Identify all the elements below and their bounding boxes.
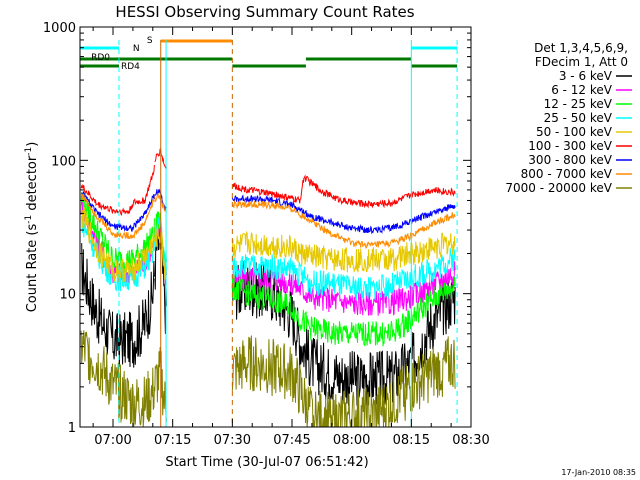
legend-label: 6 - 12 keV bbox=[551, 83, 613, 97]
rd4-flag-label: RD4 bbox=[121, 62, 140, 72]
y-tick-label: 10 bbox=[59, 288, 76, 303]
legend-label: 100 - 300 keV bbox=[528, 139, 612, 153]
y-axis: 1 10 100 1000 bbox=[43, 21, 471, 436]
legend-label: 12 - 25 keV bbox=[544, 97, 613, 111]
markers-layer bbox=[79, 40, 458, 427]
x-axis-title: Start Time (30-Jul-07 06:51:42) bbox=[165, 455, 368, 470]
legend-header: Det 1,3,4,5,6,9, bbox=[534, 41, 628, 55]
saa-flag-label: S bbox=[147, 36, 153, 46]
x-tick-label: 08:00 bbox=[333, 433, 370, 448]
legend-label: 25 - 50 keV bbox=[544, 111, 613, 125]
series-line bbox=[80, 164, 155, 216]
y-tick-label: 1 bbox=[68, 421, 76, 436]
legend-label: 800 - 7000 keV bbox=[521, 167, 613, 181]
x-tick-label: 07:30 bbox=[214, 433, 251, 448]
plot-frame bbox=[79, 26, 472, 428]
x-tick-label: 08:15 bbox=[393, 433, 430, 448]
y-tick-label: 1000 bbox=[43, 21, 76, 36]
y-axis-title: Count Rate (s-1 detector-1) bbox=[24, 142, 40, 313]
series-line bbox=[231, 261, 456, 316]
y-axis-title-part: detector bbox=[25, 155, 40, 215]
x-tick-label: 07:45 bbox=[273, 433, 310, 448]
series-line bbox=[81, 190, 155, 232]
series-line bbox=[80, 193, 155, 240]
legend: Det 1,3,4,5,6,9, FDecim 1, Att 0 3 - 6 k… bbox=[505, 41, 632, 195]
x-axis: 07:00 07:15 07:30 07:45 08:00 08:15 08:30 bbox=[92, 27, 490, 448]
x-tick-label: 08:30 bbox=[452, 433, 489, 448]
legend-label: 7000 - 20000 keV bbox=[505, 181, 612, 195]
night-flag-label: N bbox=[133, 44, 140, 54]
series-layer bbox=[80, 148, 456, 428]
y-tick-label: 100 bbox=[51, 154, 76, 169]
legend-label: 300 - 800 keV bbox=[528, 153, 612, 167]
chart-title: HESSI Observing Summary Count Rates bbox=[115, 3, 414, 21]
y-axis-title-sup: -1 bbox=[24, 147, 34, 156]
rd0-flag-label: RD0 bbox=[91, 53, 110, 63]
legend-header: FDecim 1, Att 0 bbox=[535, 55, 628, 69]
series-line bbox=[231, 230, 456, 273]
series-line bbox=[80, 204, 155, 284]
flags-layer: RD0 RD4 NS bbox=[80, 36, 458, 72]
timestamp: 17-Jan-2010 08:35 bbox=[561, 468, 636, 477]
legend-label: 50 - 100 keV bbox=[536, 125, 613, 139]
y-axis-title-sup: -1 bbox=[24, 215, 34, 224]
series-line bbox=[231, 335, 456, 428]
series-line bbox=[232, 199, 456, 249]
series-line bbox=[231, 194, 456, 235]
series-line bbox=[231, 174, 456, 209]
legend-label: 3 - 6 keV bbox=[559, 69, 613, 83]
series-line bbox=[80, 330, 155, 428]
series-line bbox=[231, 247, 456, 301]
y-axis-title-part: Count Rate (s bbox=[25, 224, 40, 313]
series-line bbox=[81, 242, 155, 368]
x-tick-label: 07:00 bbox=[94, 433, 131, 448]
y-axis-title-part: ) bbox=[25, 142, 40, 147]
x-tick-label: 07:15 bbox=[154, 433, 191, 448]
series-line bbox=[231, 273, 456, 347]
